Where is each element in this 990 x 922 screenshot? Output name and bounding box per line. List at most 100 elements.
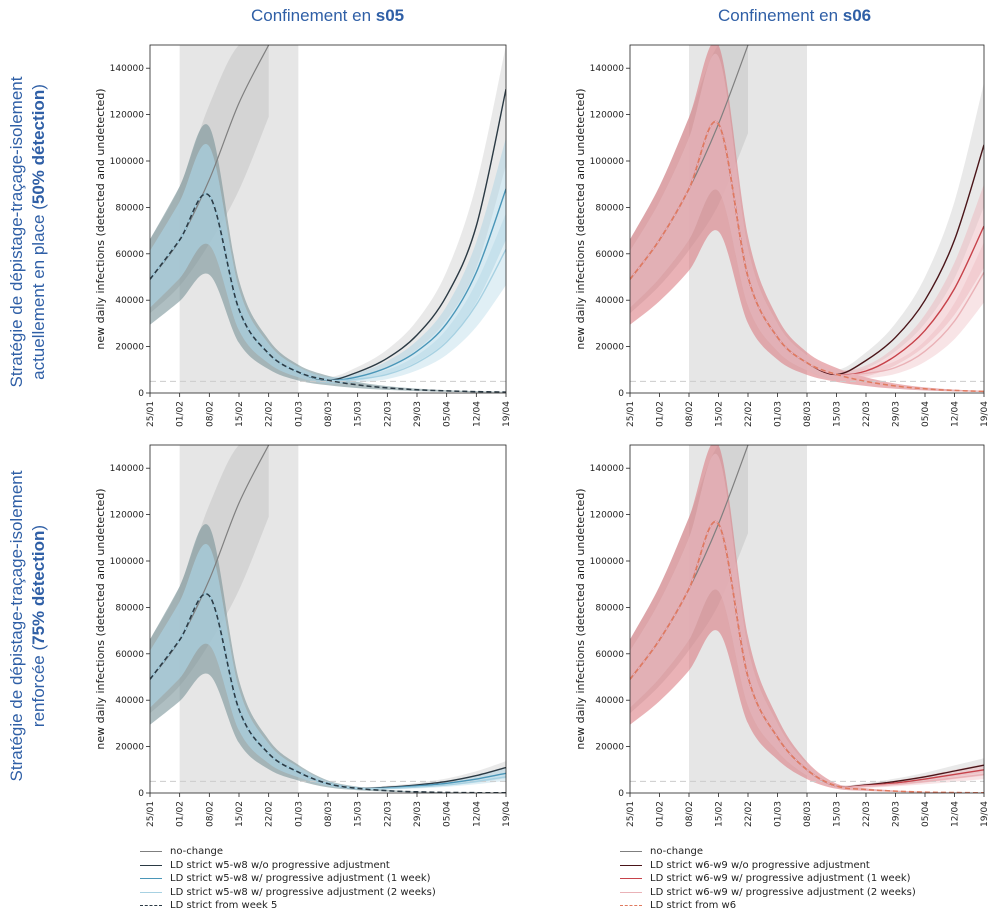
y-tick-label: 60000 bbox=[595, 250, 624, 260]
y-tick-label: 40000 bbox=[595, 296, 624, 306]
column-title-week: s06 bbox=[842, 6, 872, 25]
adjustment-1w-band bbox=[150, 543, 506, 790]
legend-item: no-change bbox=[620, 845, 916, 859]
x-tick-label: 15/02 bbox=[715, 801, 725, 827]
x-tick-label: 22/03 bbox=[383, 401, 393, 427]
legend-swatch bbox=[140, 864, 162, 866]
x-tick-label: 12/04 bbox=[472, 801, 482, 827]
x-tick-label: 12/04 bbox=[951, 801, 961, 827]
x-tick-label: 15/02 bbox=[235, 801, 245, 827]
series-line-5 bbox=[150, 193, 506, 393]
adjustment-1w-band bbox=[150, 137, 506, 384]
x-tick-label: 29/03 bbox=[413, 401, 423, 427]
x-tick-label: 29/03 bbox=[892, 401, 902, 427]
x-tick-label: 08/02 bbox=[685, 401, 695, 427]
wo-adjustment-band bbox=[150, 45, 506, 384]
legend-swatch bbox=[620, 891, 642, 893]
y-tick-label: 140000 bbox=[590, 64, 625, 74]
y-axis-label: new daily infections (detected and undet… bbox=[94, 88, 107, 349]
legend-item: LD strict w6-w9 w/o progressive adjustme… bbox=[620, 859, 916, 873]
column-title-prefix: Confinement en bbox=[251, 6, 376, 25]
y-tick-label: 0 bbox=[138, 389, 144, 399]
y-tick-label: 40000 bbox=[595, 696, 624, 706]
x-tick-label: 19/04 bbox=[502, 801, 512, 827]
column-title-week: s05 bbox=[375, 6, 405, 25]
wo-adjustment-band bbox=[630, 453, 984, 789]
y-tick-label: 100000 bbox=[590, 557, 625, 567]
x-tick-label: 15/03 bbox=[354, 801, 364, 827]
y-axis-label: new daily infections (detected and undet… bbox=[94, 488, 107, 749]
x-tick-label: 22/03 bbox=[862, 801, 872, 827]
plot-area bbox=[150, 45, 506, 393]
x-tick-label: 22/02 bbox=[744, 401, 754, 427]
column-title-s06: Confinement en s06 bbox=[718, 6, 871, 26]
chart-s05-50: 0 20000 40000 60000 80000 100000 120000 140000 2… bbox=[94, 44, 512, 427]
x-tick-label: 22/02 bbox=[744, 801, 754, 827]
legend-swatch bbox=[140, 851, 162, 853]
x-tick-label: 19/04 bbox=[980, 801, 990, 827]
row-title-line2: actuellement en place (50% détection) bbox=[29, 84, 48, 380]
row-title-75: Stratégie de dépistage-traçage-isolement… bbox=[6, 456, 50, 796]
y-tick-label: 100000 bbox=[590, 157, 625, 167]
y-tick-label: 60000 bbox=[115, 650, 144, 660]
legend-item: LD strict from w6 bbox=[620, 899, 916, 913]
x-tick-label: 05/04 bbox=[921, 801, 931, 827]
adjustment-2w-band bbox=[150, 143, 506, 384]
x-tick-label: 08/03 bbox=[324, 401, 334, 427]
y-tick-label: 120000 bbox=[110, 111, 145, 121]
strict-band bbox=[630, 45, 984, 392]
y-tick-label: 100000 bbox=[110, 557, 145, 567]
x-tick-label: 19/04 bbox=[980, 401, 990, 427]
adjustment-2w-band bbox=[150, 543, 506, 790]
x-tick-label: 01/02 bbox=[176, 401, 186, 427]
strict-band bbox=[150, 524, 506, 793]
y-tick-label: 120000 bbox=[110, 511, 145, 521]
legend-label: no-change bbox=[650, 846, 704, 858]
x-tick-label: 01/02 bbox=[656, 801, 666, 827]
legend-swatch bbox=[620, 878, 642, 880]
legend-label: LD strict w5-w8 w/o progressive adjustme… bbox=[170, 859, 390, 871]
x-tick-label: 08/02 bbox=[685, 801, 695, 827]
legend-label: LD strict from w6 bbox=[650, 900, 737, 912]
y-tick-label: 40000 bbox=[115, 696, 144, 706]
legend-item: LD strict w5-w8 w/ progressive adjustmen… bbox=[140, 886, 436, 900]
y-tick-label: 20000 bbox=[115, 743, 144, 753]
y-tick-label: 80000 bbox=[595, 203, 624, 213]
y-tick-label: 100000 bbox=[110, 157, 145, 167]
legend-s05: no-change LD strict w5-w8 w/o progressive… bbox=[140, 845, 436, 913]
x-tick-label: 08/03 bbox=[324, 801, 334, 827]
adjustment-1w-band bbox=[630, 453, 984, 789]
series-line-5 bbox=[630, 120, 984, 393]
column-title-s05: Confinement en s05 bbox=[251, 6, 404, 26]
strict-band bbox=[150, 124, 506, 393]
x-tick-label: 15/03 bbox=[354, 401, 364, 427]
y-tick-label: 140000 bbox=[110, 464, 145, 474]
y-tick-label: 60000 bbox=[115, 250, 144, 260]
legend-swatch bbox=[620, 851, 642, 853]
column-title-prefix: Confinement en bbox=[718, 6, 843, 25]
y-tick-label: 40000 bbox=[115, 296, 144, 306]
x-tick-label: 25/01 bbox=[146, 401, 156, 427]
legend-label: LD strict w5-w8 w/ progressive adjustmen… bbox=[170, 873, 431, 885]
y-tick-label: 60000 bbox=[595, 650, 624, 660]
x-tick-label: 15/02 bbox=[715, 401, 725, 427]
x-tick-label: 15/03 bbox=[833, 801, 843, 827]
y-tick-label: 140000 bbox=[590, 464, 625, 474]
plot-area bbox=[630, 45, 984, 393]
legend-label: LD strict w6-w9 w/ progressive adjustmen… bbox=[650, 873, 911, 885]
y-tick-label: 80000 bbox=[595, 603, 624, 613]
legend-item: LD strict w6-w9 w/ progressive adjustmen… bbox=[620, 886, 916, 900]
adjustment-2w-band bbox=[630, 53, 984, 380]
adjustment-1w-band bbox=[630, 53, 984, 380]
x-tick-label: 01/02 bbox=[176, 801, 186, 827]
plot-area bbox=[630, 445, 984, 793]
x-tick-label: 08/02 bbox=[205, 801, 215, 827]
wo-adjustment-band bbox=[630, 53, 984, 380]
wo-adjustment-band bbox=[150, 543, 506, 790]
legend-item: LD strict w5-w8 w/ progressive adjustmen… bbox=[140, 872, 436, 886]
x-tick-label: 01/03 bbox=[294, 401, 304, 427]
y-tick-label: 0 bbox=[618, 789, 624, 799]
x-tick-label: 25/01 bbox=[626, 401, 636, 427]
legend-swatch bbox=[140, 878, 162, 880]
row-title-line2: renforcée (75% détection) bbox=[29, 524, 48, 728]
